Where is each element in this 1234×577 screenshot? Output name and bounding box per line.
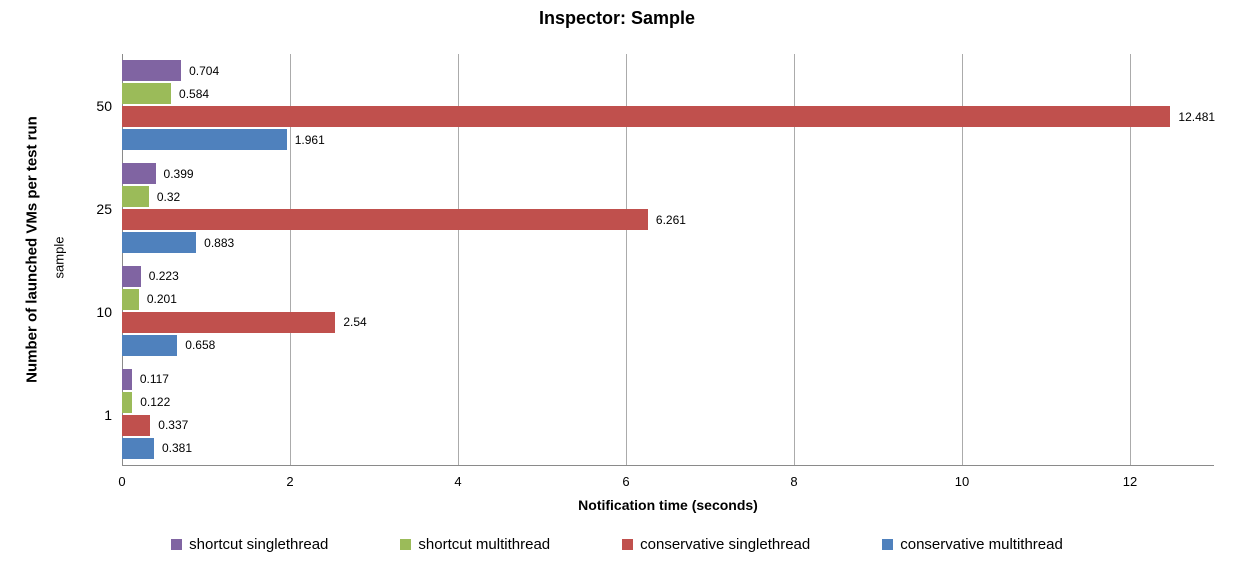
- bar-value-label: 0.201: [146, 292, 177, 307]
- gridline-2: [290, 54, 291, 465]
- bar-50-shortcut-multithread: [122, 83, 172, 105]
- x-tick-label-2: 2: [286, 474, 294, 489]
- bar-group-50: 0.704 0.584 12.481 1.961: [122, 54, 1216, 157]
- bar-row-10-conservative-singlethread: 2.54: [122, 311, 1214, 333]
- y-tick-label-50: 50: [96, 97, 112, 114]
- bar-value-label: 0.381: [162, 441, 193, 456]
- bar-row-1-conservative-multithread: 0.381: [122, 437, 1214, 459]
- bar-row-25-conservative-multithread: 0.883: [122, 232, 1214, 254]
- legend-swatch-shortcut-singlethread: [171, 539, 183, 550]
- bar-value-label: 2.54: [343, 315, 367, 330]
- bar-10-conservative-singlethread: [122, 311, 336, 333]
- bar-value-label: 0.658: [185, 338, 216, 353]
- legend-label-shortcut-multithread: shortcut multithread: [418, 536, 551, 553]
- bar-value-label: 0.584: [179, 86, 210, 101]
- legend-item-shortcut-singlethread: shortcut singlethread: [171, 536, 328, 553]
- legend-swatch-conservative-singlethread: [622, 539, 634, 550]
- bar-value-label: 0.122: [140, 395, 171, 410]
- bar-25-conservative-singlethread: [122, 209, 648, 231]
- gridline-8: [794, 54, 795, 465]
- gridline-6: [626, 54, 627, 465]
- y-axis-title: Number of launched VMs per test run: [23, 116, 41, 383]
- bar-25-shortcut-singlethread: [122, 163, 156, 185]
- bar-row-50-conservative-multithread: 1.961: [122, 129, 1214, 151]
- gridline-12: [1130, 54, 1131, 465]
- x-tick-label-4: 4: [454, 474, 462, 489]
- plot-area: 0.704 0.584 12.481 1.961 0.399 0.32 6.261 0.883…: [122, 54, 1216, 466]
- bar-10-conservative-multithread: [122, 334, 178, 356]
- y-axis-tick-labels: 50 25 10 1: [56, 54, 112, 466]
- legend-label-conservative-multithread: conservative multithread: [900, 536, 1063, 553]
- bar-row-25-shortcut-multithread: 0.32: [122, 186, 1214, 208]
- bar-value-label: 0.883: [204, 235, 235, 250]
- bar-50-conservative-multithread: [122, 129, 287, 151]
- bar-group-1: 0.117 0.122 0.337 0.381: [122, 362, 1214, 465]
- bar-value-label: 0.117: [139, 372, 169, 387]
- bar-1-shortcut-singlethread: [122, 368, 132, 390]
- legend-swatch-conservative-multithread: [882, 539, 894, 550]
- bar-row-1-shortcut-multithread: 0.122: [122, 391, 1214, 413]
- bar-1-conservative-singlethread: [122, 414, 151, 436]
- bar-row-50-conservative-singlethread: 12.481: [122, 106, 1216, 128]
- bar-row-50-shortcut-singlethread: 0.704: [122, 60, 1214, 82]
- bar-row-10-conservative-multithread: 0.658: [122, 334, 1214, 356]
- bar-group-25: 0.399 0.32 6.261 0.883: [122, 157, 1214, 260]
- legend-item-shortcut-multithread: shortcut multithread: [400, 536, 550, 553]
- y-tick-label-1: 1: [104, 406, 112, 423]
- legend-item-conservative-multithread: conservative multithread: [882, 536, 1063, 553]
- bar-10-shortcut-singlethread: [122, 265, 141, 287]
- legend-item-conservative-singlethread: conservative singlethread: [622, 536, 810, 553]
- bar-value-label: 0.704: [189, 63, 220, 78]
- bar-value-label: 0.32: [156, 189, 181, 204]
- legend-swatch-shortcut-multithread: [400, 539, 412, 550]
- x-tick-label-12: 12: [1122, 474, 1138, 489]
- bar-value-label: 12.481: [1178, 109, 1216, 124]
- bar-10-shortcut-multithread: [122, 288, 139, 310]
- x-axis-title: Notification time (seconds): [578, 497, 758, 513]
- x-tick-label-8: 8: [790, 474, 798, 489]
- legend-label-conservative-singlethread: conservative singlethread: [640, 536, 811, 553]
- bar-row-10-shortcut-multithread: 0.201: [122, 288, 1214, 310]
- chart-title: Inspector: Sample: [538, 8, 696, 28]
- gridline-0: [122, 54, 123, 465]
- bar-row-1-conservative-singlethread: 0.337: [122, 414, 1214, 436]
- x-axis-tick-labels: 0 2 4 6 8 10 12: [118, 474, 1214, 490]
- bar-value-label: 0.399: [163, 166, 194, 181]
- x-tick-label-6: 6: [622, 474, 630, 489]
- bar-value-label: 1.961: [294, 132, 325, 147]
- bar-25-shortcut-multithread: [122, 186, 149, 208]
- bar-row-25-shortcut-singlethread: 0.399: [122, 163, 1214, 185]
- bar-value-label: 0.337: [158, 418, 189, 433]
- bar-group-10: 0.223 0.201 2.54 0.658: [122, 260, 1214, 363]
- gridline-10: [962, 54, 963, 465]
- bar-row-25-conservative-singlethread: 6.261: [122, 209, 1214, 231]
- y-tick-label-10: 10: [96, 303, 112, 320]
- legend-label-shortcut-singlethread: shortcut singlethread: [189, 536, 329, 553]
- bar-row-50-shortcut-multithread: 0.584: [122, 83, 1214, 105]
- bar-25-conservative-multithread: [122, 232, 197, 254]
- gridline-4: [458, 54, 459, 465]
- bar-row-10-shortcut-singlethread: 0.223: [122, 265, 1214, 287]
- x-tick-label-0: 0: [118, 474, 126, 489]
- bar-1-conservative-multithread: [122, 437, 154, 459]
- bar-50-shortcut-singlethread: [122, 60, 182, 82]
- legend: shortcut singlethread shortcut multithrea…: [0, 536, 1234, 553]
- bar-value-label: 6.261: [655, 212, 686, 227]
- bar-value-label: 0.223: [148, 269, 179, 284]
- bar-1-shortcut-multithread: [122, 391, 133, 413]
- x-tick-label-10: 10: [954, 474, 970, 489]
- bar-50-conservative-singlethread: [122, 106, 1171, 128]
- bar-row-1-shortcut-singlethread: 0.117: [122, 368, 1214, 390]
- bar-groups: 0.704 0.584 12.481 1.961 0.399 0.32 6.261 0.883…: [122, 54, 1216, 465]
- y-tick-label-25: 25: [96, 200, 112, 217]
